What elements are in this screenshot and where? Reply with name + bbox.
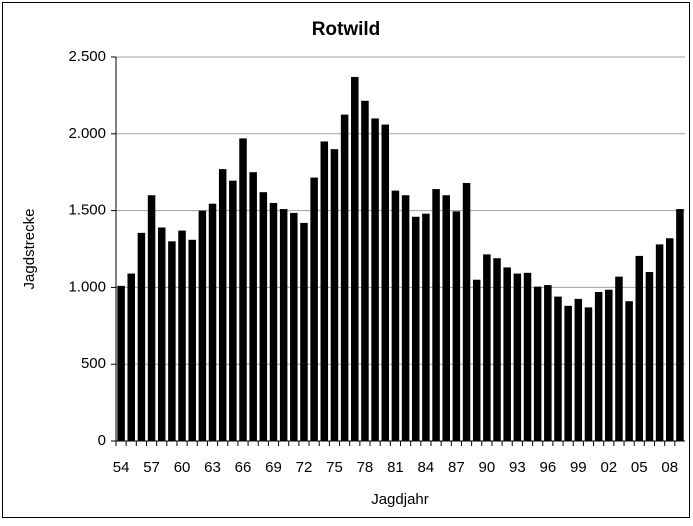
bar (574, 298, 583, 441)
bar (544, 285, 552, 441)
x-tick-label: 84 (418, 459, 435, 476)
x-tick-label: 02 (600, 459, 617, 476)
x-tick-label: 87 (448, 459, 465, 476)
x-tick-label: 99 (570, 459, 587, 476)
x-tick-label: 63 (204, 459, 221, 476)
x-tick-label: 96 (539, 459, 556, 476)
bar (259, 192, 268, 441)
x-tick-label: 05 (631, 459, 648, 476)
bar (168, 241, 176, 441)
bar (208, 203, 217, 441)
bar (584, 307, 593, 441)
x-axis-label: Jagdjahr (371, 491, 429, 508)
bar (279, 209, 288, 441)
bar (503, 267, 511, 441)
bar (178, 230, 186, 441)
bar (157, 227, 166, 441)
bar (381, 124, 390, 442)
bar (218, 169, 227, 442)
bar (605, 289, 613, 441)
bar (391, 190, 400, 441)
y-tick-label: 0 (98, 432, 106, 449)
x-tick-label: 54 (113, 459, 130, 476)
bar (594, 292, 603, 441)
bar (533, 286, 542, 441)
bar (127, 273, 136, 441)
bar (452, 211, 461, 441)
x-tick-label: 72 (296, 459, 313, 476)
bar (310, 177, 318, 442)
bar (564, 305, 572, 441)
bar (117, 285, 125, 441)
x-tick-label: 08 (661, 459, 678, 476)
bar (351, 76, 359, 441)
bar (320, 141, 329, 442)
y-tick-label: 1.000 (68, 278, 106, 295)
y-tick-label: 2.500 (68, 48, 106, 65)
bar (493, 258, 501, 441)
bar (462, 182, 471, 441)
x-tick-label: 78 (357, 459, 374, 476)
bar (290, 212, 298, 441)
bar (665, 238, 674, 441)
bar (635, 255, 644, 441)
bar (625, 301, 633, 441)
bar (188, 239, 196, 441)
bar (645, 272, 654, 441)
bar (249, 172, 257, 441)
bar (442, 195, 450, 441)
bar (422, 213, 430, 441)
bar (513, 273, 522, 441)
bar (472, 279, 481, 441)
bar (615, 276, 623, 441)
bar (371, 118, 379, 441)
bar (401, 195, 410, 441)
bar (361, 100, 369, 441)
bar (340, 114, 349, 441)
y-tick-label: 2.000 (68, 125, 106, 142)
bar (655, 244, 664, 441)
y-tick-label: 500 (81, 355, 106, 372)
x-tick-label: 90 (479, 459, 496, 476)
chart-title: Rotwild (312, 19, 381, 40)
bar (198, 210, 207, 441)
x-tick-label: 60 (174, 459, 191, 476)
bar (300, 222, 308, 441)
bar (147, 195, 156, 441)
x-tick-label: 57 (143, 459, 160, 476)
bar (483, 254, 491, 441)
bar (229, 180, 237, 441)
bar (269, 202, 278, 441)
x-tick-label: 75 (326, 459, 343, 476)
bar (554, 296, 562, 441)
bar (676, 209, 684, 441)
y-axis-label: Jagdstrecke (21, 209, 38, 290)
x-tick-label: 69 (265, 459, 282, 476)
bar (411, 216, 420, 441)
bar (432, 189, 440, 441)
bar (330, 149, 339, 441)
y-tick-label: 1.500 (68, 202, 106, 219)
bar (137, 232, 146, 441)
x-tick-label: 93 (509, 459, 526, 476)
bar (239, 138, 247, 441)
x-tick-label: 66 (235, 459, 252, 476)
x-tick-label: 81 (387, 459, 404, 476)
bar (523, 272, 532, 441)
